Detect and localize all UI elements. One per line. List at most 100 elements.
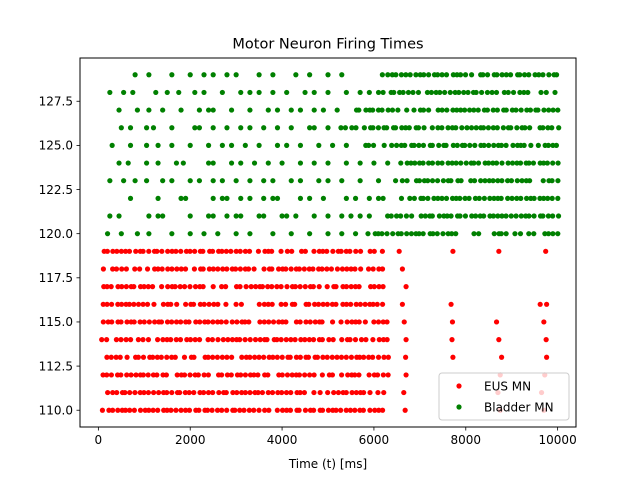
spike-point: [357, 160, 363, 166]
spike-point: [104, 354, 110, 360]
spike-point: [334, 107, 340, 113]
spike-point: [256, 301, 262, 307]
spike-point: [205, 107, 212, 113]
spike-point: [200, 248, 206, 254]
spike-point: [360, 407, 366, 413]
spike-point: [531, 231, 537, 237]
spike-point: [127, 142, 134, 148]
spike-point: [509, 107, 515, 113]
spike-point: [310, 284, 316, 290]
spike-point: [370, 266, 376, 272]
spike-point: [339, 178, 345, 184]
spike-point: [353, 319, 359, 325]
spike-point: [104, 337, 110, 343]
spike-point: [124, 319, 130, 325]
spike-point: [505, 195, 511, 201]
spike-point: [462, 195, 468, 201]
spike-point: [210, 284, 216, 290]
spike-point: [279, 213, 285, 219]
spike-point: [348, 284, 354, 290]
spike-point: [229, 337, 236, 343]
spike-point: [403, 354, 409, 360]
spike-point: [445, 125, 451, 131]
spike-point: [471, 178, 478, 184]
spike-point: [493, 160, 500, 166]
spike-point: [118, 372, 124, 378]
spike-point: [183, 248, 190, 254]
spike-point: [278, 284, 284, 290]
spike-point: [200, 266, 206, 272]
spike-point: [514, 160, 520, 166]
spike-point: [481, 142, 487, 148]
spike-point: [325, 178, 331, 184]
spike-point: [449, 195, 456, 201]
spike-point: [297, 354, 303, 360]
spike-point: [348, 266, 354, 272]
spike-point: [270, 354, 276, 360]
spike-point: [182, 266, 189, 272]
spike-point: [255, 372, 261, 378]
spike-point: [429, 178, 436, 184]
spike-point: [513, 107, 519, 113]
spike-point: [343, 248, 349, 254]
spike-point: [168, 301, 174, 307]
spike-point: [356, 107, 362, 113]
spike-point: [297, 142, 304, 148]
spike-point: [274, 142, 281, 148]
spike-point: [104, 372, 110, 378]
spike-point: [399, 178, 405, 184]
spike-point: [333, 301, 339, 307]
spike-point: [261, 301, 267, 307]
spike-point: [401, 319, 407, 325]
spike-point: [317, 389, 323, 396]
spike-point: [224, 125, 230, 131]
spike-point: [449, 231, 455, 237]
spike-point: [274, 107, 281, 113]
spike-point: [196, 407, 202, 413]
spike-point: [490, 125, 496, 131]
spike-point: [329, 372, 336, 378]
spike-point: [155, 195, 161, 201]
spike-point: [238, 160, 244, 166]
spike-point: [339, 337, 345, 343]
spike-point: [128, 337, 134, 343]
spike-point: [358, 266, 364, 272]
spike-point: [307, 372, 313, 378]
spike-point: [279, 407, 286, 413]
spike-point: [283, 337, 289, 343]
spike-point: [219, 284, 225, 290]
spike-point: [312, 301, 318, 307]
spike-point: [241, 407, 247, 413]
spike-point: [117, 354, 123, 360]
spike-point: [434, 72, 441, 78]
spike-point: [261, 178, 267, 184]
spike-point: [449, 337, 455, 343]
spike-point: [269, 266, 275, 272]
legend-marker-eus: [456, 383, 462, 389]
spike-point: [104, 284, 110, 290]
spike-point: [293, 213, 299, 219]
spike-point: [215, 231, 221, 237]
spike-point: [122, 407, 129, 413]
spike-point: [465, 89, 471, 96]
spike-point: [393, 142, 400, 148]
spike-point: [223, 301, 229, 307]
spike-point: [334, 354, 340, 360]
spike-point: [385, 372, 391, 378]
spike-point: [131, 284, 137, 290]
spike-point: [319, 337, 325, 343]
spike-point: [155, 160, 161, 166]
spike-point: [404, 178, 410, 184]
spike-point: [183, 301, 189, 307]
spike-point: [164, 89, 170, 96]
spike-point: [100, 301, 106, 307]
spike-point: [238, 125, 244, 131]
spike-point: [405, 89, 412, 96]
spike-point: [259, 284, 266, 290]
spike-point: [119, 284, 125, 290]
spike-point: [545, 195, 551, 201]
spike-point: [178, 266, 184, 272]
spike-point: [319, 407, 326, 413]
spike-point: [316, 178, 322, 184]
spike-point: [425, 178, 431, 184]
